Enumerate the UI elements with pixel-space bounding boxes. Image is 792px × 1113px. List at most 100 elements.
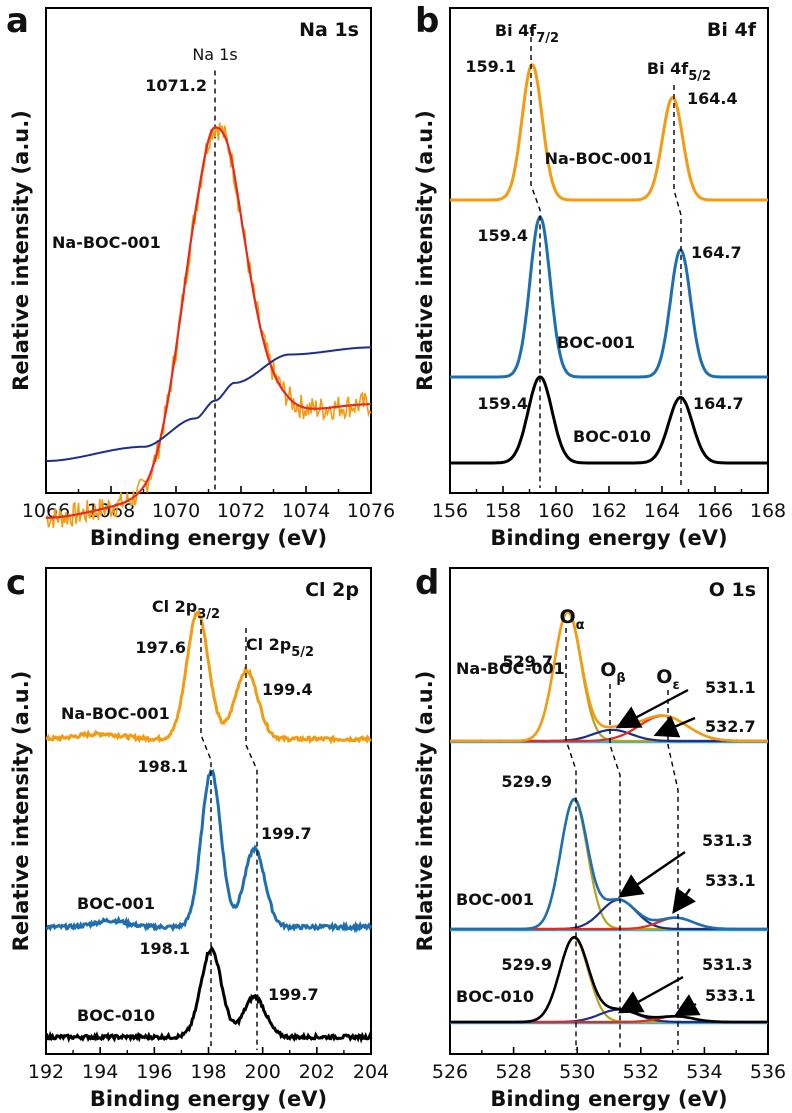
x-tick-label: 202 (299, 1061, 335, 1083)
series-envelope (450, 797, 768, 931)
peak-value: 199.7 (261, 824, 312, 843)
peak-label-cl2p52-subscript: 5/2 (291, 645, 314, 660)
peak-value: 529.7 (502, 652, 553, 671)
peak-value: 198.1 (139, 939, 190, 958)
x-tick-label: 204 (353, 1061, 389, 1083)
series-raw-data (449, 797, 769, 931)
peak-value: 199.4 (262, 680, 313, 699)
series-line (450, 375, 768, 465)
peak-label: Na 1s (192, 45, 237, 64)
annotation-arrow (673, 994, 701, 1017)
peak-value: 533.1 (705, 986, 756, 1005)
plot-frame (45, 567, 372, 1055)
x-tick-label: 526 (432, 1061, 468, 1083)
panel-letter: d (415, 563, 439, 603)
peak-value: 199.7 (268, 985, 319, 1004)
peak-value: 159.4 (477, 394, 528, 413)
peak-value: 164.4 (687, 89, 738, 108)
peak-value: 198.1 (137, 757, 188, 776)
series-line (44, 945, 373, 1044)
x-tick-label: 166 (697, 500, 733, 522)
peak-value: 159.4 (477, 226, 528, 245)
fit-component (450, 1008, 768, 1024)
x-tick-label: 192 (28, 1061, 64, 1083)
sample-label: BOC-010 (456, 987, 534, 1006)
peak-label-cl2p52: Cl 2p5/2 (246, 635, 314, 660)
x-axis-label: Binding energy (eV) (490, 526, 727, 550)
y-axis-label: Relative intensity (a.u.) (9, 110, 33, 391)
fit-component (450, 937, 768, 1024)
component-label-alpha-subscript: α (576, 618, 585, 633)
panel-letter: c (6, 563, 26, 603)
x-tick-label: 532 (623, 1061, 659, 1083)
component-label-epsilon-main: O (656, 666, 672, 688)
x-tick-label: 534 (686, 1061, 722, 1083)
series-line (450, 62, 768, 202)
peak-value: 531.1 (705, 678, 756, 697)
component-label-alpha: Oα (559, 606, 584, 633)
peak-shift-guide (667, 690, 679, 1050)
series-line (45, 768, 373, 934)
peak-value: 529.9 (501, 955, 552, 974)
series-line (45, 609, 372, 745)
peak-label-cl2p32-main: Cl 2p (152, 597, 197, 616)
peak-value: 197.6 (135, 638, 186, 657)
series-raw-data (45, 122, 372, 529)
x-tick-label: 528 (495, 1061, 531, 1083)
x-tick-label: 200 (245, 1061, 281, 1083)
component-label-epsilon-subscript: ε (672, 678, 679, 693)
peak-label-bi4f72: Bi 4f7/2 (495, 21, 559, 46)
panel-d: d O 1s 526 528 530 532 534 536 Binding energy (e… (413, 563, 786, 1111)
y-axis-label: Relative intensity (a.u.) (413, 671, 437, 952)
x-tick-label: 196 (136, 1061, 172, 1083)
panel-title: Cl 2p (305, 579, 359, 601)
peak-value: 533.1 (705, 871, 756, 890)
x-tick-label: 1074 (282, 500, 330, 522)
sample-label: Na-BOC-001 (52, 233, 161, 252)
annotation-arrow (672, 887, 696, 914)
x-tick-label: 194 (82, 1061, 118, 1083)
x-tick-label: 156 (432, 500, 468, 522)
x-tick-label: 530 (559, 1061, 595, 1083)
annotation-arrow (617, 975, 684, 1014)
x-tick-label: 1072 (217, 500, 265, 522)
y-axis-label: Relative intensity (a.u.) (413, 110, 437, 391)
panel-title: Na 1s (299, 19, 359, 41)
peak-label-bi4f52: Bi 4f5/2 (647, 59, 711, 84)
x-tick-label: 162 (591, 500, 627, 522)
x-tick-label: 536 (750, 1061, 786, 1083)
y-axis-label: Relative intensity (a.u.) (9, 671, 33, 952)
annotation-arrow (618, 851, 686, 898)
series-fit-envelope (46, 126, 371, 519)
x-axis-label: Binding energy (eV) (90, 526, 327, 550)
sample-label: BOC-010 (77, 1006, 155, 1025)
x-tick-label: 198 (190, 1061, 226, 1083)
peak-value: 532.7 (705, 717, 756, 736)
annotation-arrow (653, 715, 696, 738)
annotation-arrow (615, 688, 689, 729)
peak-value: 531.3 (702, 831, 753, 850)
panel-b: b Bi 4f 156 158 160 162 164 166 168 Binding energ… (413, 1, 786, 550)
sample-label: BOC-001 (557, 333, 635, 352)
x-axis-label: Binding energy (eV) (90, 1087, 327, 1111)
component-label-alpha-main: O (559, 606, 575, 628)
peak-shift-guide (245, 628, 258, 1050)
plot-frame (449, 567, 769, 1055)
peak-value: 531.3 (702, 955, 753, 974)
series-line (450, 215, 768, 379)
component-label-beta-subscript: β (616, 671, 625, 686)
x-tick-label: 164 (644, 500, 680, 522)
x-tick-label: 160 (538, 500, 574, 522)
series-envelope (450, 935, 768, 1024)
sample-label: Na-BOC-001 (456, 659, 565, 678)
peak-label-cl2p32-subscript: 3/2 (197, 607, 220, 622)
panel-letter: b (415, 1, 439, 41)
peak-label-bi4f72-main: Bi 4f (495, 21, 537, 40)
component-label-beta: Oβ (600, 659, 625, 686)
x-axis-label: Binding energy (eV) (490, 1087, 727, 1111)
peak-value: 529.9 (501, 772, 552, 791)
peak-label-bi4f72-subscript: 7/2 (536, 31, 559, 46)
peak-label-cl2p32: Cl 2p3/2 (152, 597, 220, 622)
